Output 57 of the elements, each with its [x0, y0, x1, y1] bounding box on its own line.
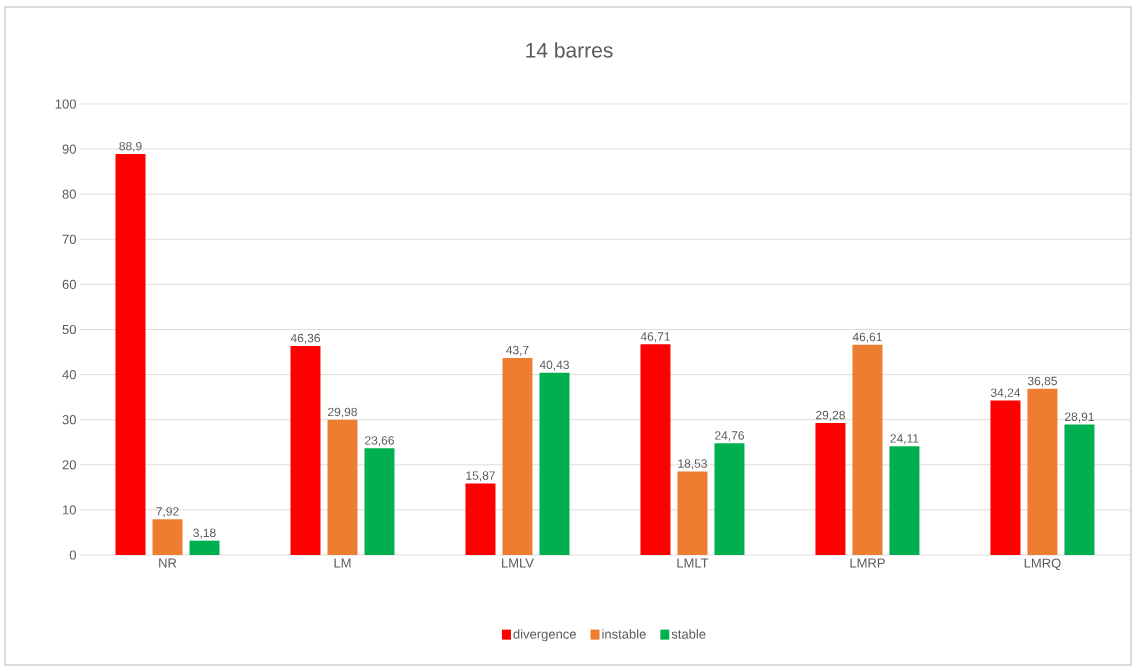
data-label: 23,66 — [365, 436, 394, 447]
y-tick-label: 90 — [62, 144, 76, 154]
bar — [152, 519, 183, 555]
y-tick-label: 20 — [62, 460, 76, 470]
x-tick-label: LMLV — [502, 558, 534, 568]
bar — [889, 446, 920, 555]
data-label: 24,11 — [890, 434, 919, 445]
data-label: 15,87 — [466, 471, 495, 482]
x-tick-label: LMRP — [850, 558, 885, 568]
data-label: 40,43 — [539, 360, 569, 371]
data-label: 3,18 — [193, 528, 216, 539]
y-tick-label: 30 — [62, 415, 76, 425]
bar — [465, 483, 496, 555]
bar — [714, 443, 745, 555]
bar — [327, 419, 358, 555]
bar — [852, 344, 883, 555]
x-tick-label: LM — [334, 558, 351, 568]
data-label: 46,36 — [290, 333, 320, 344]
y-tick-label: 100 — [55, 99, 76, 109]
bar — [815, 422, 846, 555]
data-label: 36,85 — [1027, 376, 1057, 387]
y-tick-label: 0 — [69, 550, 76, 560]
bar — [677, 471, 708, 555]
data-label: 34,24 — [990, 388, 1021, 399]
data-label: 7,92 — [156, 507, 179, 518]
data-label: 28,91 — [1065, 412, 1094, 423]
data-label: 46,61 — [852, 332, 882, 343]
bar — [364, 448, 395, 555]
data-label: 43,7 — [506, 345, 529, 356]
data-label: 88,9 — [119, 141, 142, 152]
x-tick-label: LMLT — [677, 558, 709, 568]
legend-label: stable — [671, 629, 706, 639]
x-tick-label: LMRQ — [1024, 558, 1061, 571]
bar — [502, 357, 533, 555]
x-tick-label: NR — [159, 558, 177, 568]
bar — [189, 540, 220, 555]
bar — [640, 344, 671, 555]
bar — [539, 372, 570, 555]
legend-label: divergence — [513, 629, 576, 642]
legend-label: instable — [602, 629, 646, 639]
y-tick-label: 10 — [63, 505, 76, 515]
bar — [1064, 424, 1095, 555]
data-label: 46,71 — [640, 332, 670, 343]
bar — [990, 400, 1021, 555]
y-tick-label: 80 — [62, 189, 76, 199]
y-tick-label: 70 — [62, 234, 76, 244]
y-tick-label: 40 — [62, 369, 76, 380]
data-label: 29,98 — [328, 407, 357, 418]
y-tick-label: 50 — [62, 324, 76, 335]
data-label: 29,28 — [816, 410, 845, 421]
bar — [115, 154, 146, 555]
y-tick-label: 60 — [62, 279, 76, 289]
chart-title: 14 barres — [526, 42, 613, 58]
bar — [1027, 388, 1058, 555]
data-label: 18,53 — [678, 459, 707, 470]
data-label: 24,76 — [715, 431, 744, 442]
bar — [290, 345, 321, 555]
